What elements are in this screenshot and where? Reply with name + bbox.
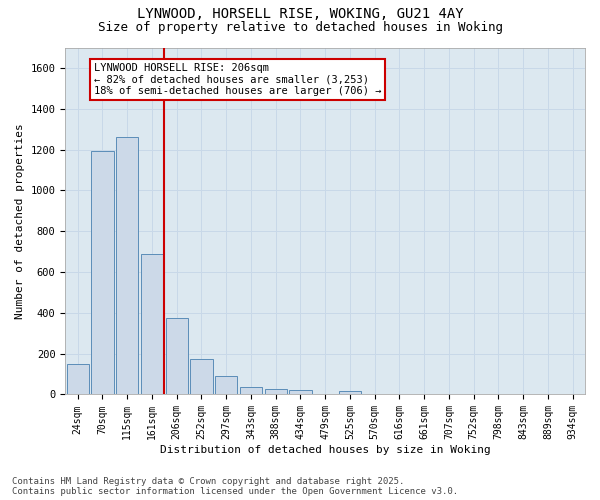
Bar bbox=[67, 364, 89, 394]
X-axis label: Distribution of detached houses by size in Woking: Distribution of detached houses by size … bbox=[160, 445, 491, 455]
Text: Size of property relative to detached houses in Woking: Size of property relative to detached ho… bbox=[97, 21, 503, 34]
Bar bbox=[116, 138, 138, 394]
Bar bbox=[289, 390, 311, 394]
Text: LYNWOOD, HORSELL RISE, WOKING, GU21 4AY: LYNWOOD, HORSELL RISE, WOKING, GU21 4AY bbox=[137, 8, 463, 22]
Bar bbox=[166, 318, 188, 394]
Y-axis label: Number of detached properties: Number of detached properties bbox=[15, 123, 25, 319]
Bar bbox=[339, 392, 361, 394]
Bar bbox=[240, 388, 262, 394]
Bar bbox=[215, 376, 237, 394]
Text: LYNWOOD HORSELL RISE: 206sqm
← 82% of detached houses are smaller (3,253)
18% of: LYNWOOD HORSELL RISE: 206sqm ← 82% of de… bbox=[94, 63, 382, 96]
Bar bbox=[190, 359, 212, 394]
Bar bbox=[265, 390, 287, 394]
Bar bbox=[91, 150, 113, 394]
Bar bbox=[141, 254, 163, 394]
Text: Contains HM Land Registry data © Crown copyright and database right 2025.
Contai: Contains HM Land Registry data © Crown c… bbox=[12, 476, 458, 496]
